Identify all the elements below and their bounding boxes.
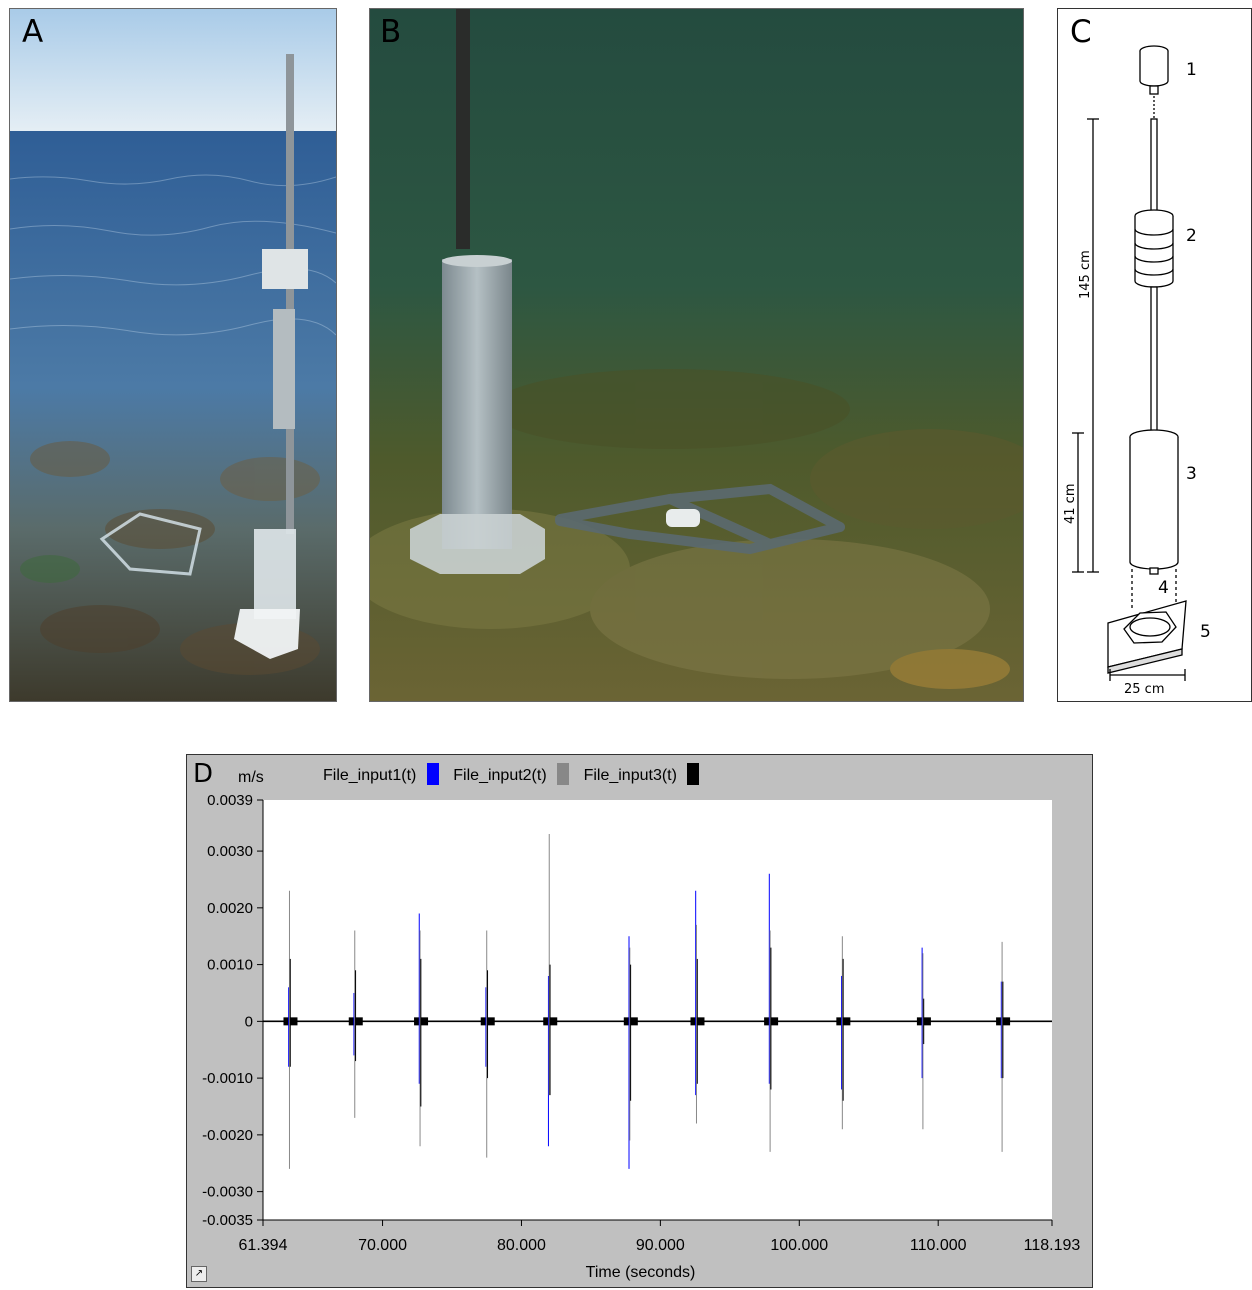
sensor-mount-schematic: 1 2 3 4 5 145 cm 41 cm 25 cm [1063, 45, 1211, 697]
part-label-5: 5 [1200, 622, 1211, 642]
shore-photo [10, 9, 336, 701]
dimension-25cm: 25 cm [1124, 682, 1165, 697]
y-tick-label: 0.0030 [207, 843, 253, 860]
y-tick-label: -0.0035 [202, 1212, 253, 1229]
y-tick-label: 0.0039 [207, 792, 253, 809]
legend-swatch-input1 [426, 763, 439, 785]
part-label-2: 2 [1186, 226, 1197, 246]
chart-legend: File_input1(t) File_input2(t) File_input… [323, 763, 709, 785]
y-tick-label: -0.0020 [202, 1127, 253, 1144]
legend-label-input2: File_input2(t) [453, 767, 547, 784]
dimension-145cm: 145 cm [1078, 250, 1093, 299]
panel-a-photo: A [9, 8, 337, 702]
y-tick-label: -0.0030 [202, 1184, 253, 1201]
panel-letter-d: D [193, 759, 214, 789]
legend-item-input1: File_input1(t) [323, 763, 439, 785]
part-label-3: 3 [1186, 464, 1197, 484]
panel-c-diagram: C [1057, 8, 1252, 702]
part-label-4: 4 [1158, 578, 1169, 598]
legend-item-input3: File_input3(t) [584, 763, 700, 785]
y-axis-unit: m/s [238, 769, 264, 786]
panel-d-chart: D m/s File_input1(t) File_input2(t) File… [186, 754, 1093, 1288]
x-tick-label: 110.000 [910, 1237, 967, 1254]
x-tick-label: 61.394 [239, 1237, 288, 1254]
y-tick-label: 0 [245, 1013, 253, 1030]
waveform-chart: 0.0039 0.0030 0.0020 0.0010 0 -0.0010 -0.0020 -… [202, 792, 1081, 1254]
panel-letter-b: B [380, 14, 402, 50]
panel-letter-a: A [22, 14, 44, 50]
legend-label-input3: File_input3(t) [583, 767, 677, 784]
x-tick-label: 100.000 [770, 1237, 828, 1254]
chart-options-icon[interactable]: ↗ [191, 1266, 207, 1282]
panel-b-photo: B [369, 8, 1024, 702]
y-tick-label: 0.0020 [207, 900, 253, 917]
legend-item-input2: File_input2(t) [453, 763, 570, 785]
part-label-1: 1 [1186, 60, 1197, 80]
legend-label-input1: File_input1(t) [323, 767, 417, 784]
x-tick-label: 118.193 [1024, 1237, 1081, 1254]
x-tick-label: 80.000 [497, 1237, 546, 1254]
legend-swatch-input3 [687, 763, 700, 785]
x-tick-label: 70.000 [358, 1237, 407, 1254]
legend-swatch-input2 [557, 763, 570, 785]
y-tick-label: 0.0010 [207, 957, 253, 974]
panel-letter-c: C [1070, 14, 1092, 50]
y-tick-label: -0.0010 [202, 1070, 253, 1087]
x-axis-title: Time (seconds) [585, 1264, 696, 1281]
dimension-41cm: 41 cm [1063, 484, 1078, 525]
x-tick-label: 90.000 [636, 1237, 685, 1254]
plot-area [263, 800, 1052, 1220]
underwater-photo [370, 9, 1023, 701]
